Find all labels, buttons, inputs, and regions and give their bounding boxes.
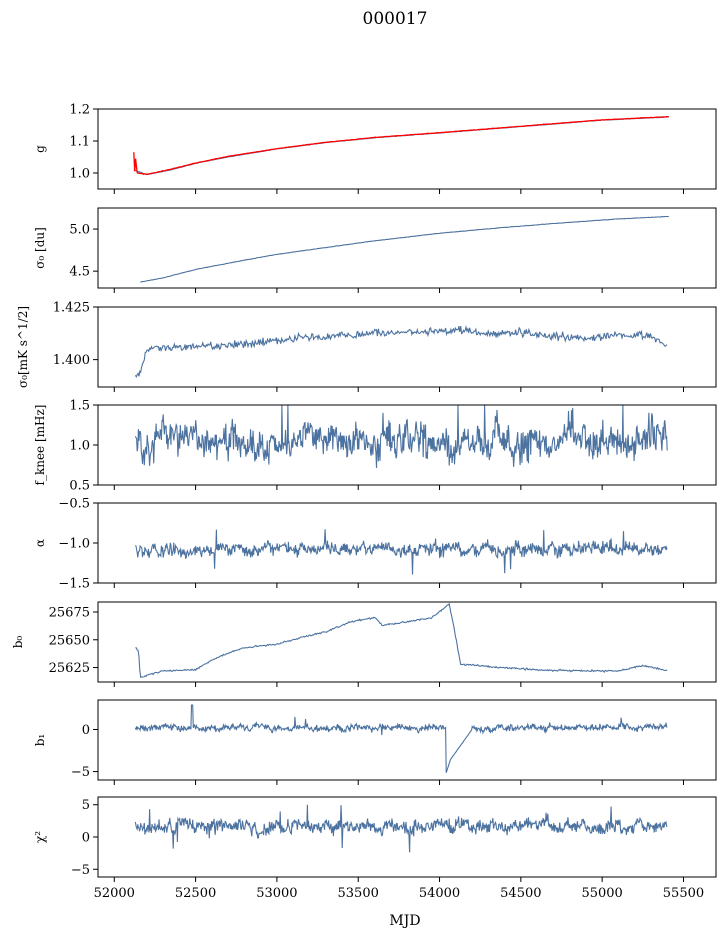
y-tick-label: −0.5 [58,497,90,512]
y-axis-label: χ² [33,831,47,843]
y-tick-label: 25675 [49,606,90,621]
panel-frame [97,207,717,289]
y-tick-label: 0 [82,723,90,738]
y-tick-label: 1.0 [69,439,90,454]
x-axis-label: MJD [389,913,420,929]
y-tick-label: 25625 [49,661,90,676]
panel-frame [97,306,717,388]
y-tick-label: 5.0 [69,223,90,238]
x-tick-label: 53000 [256,886,297,901]
panel-frame [97,699,717,781]
y-axis-label: σ₀ [du] [33,227,47,269]
x-tick-label: 52500 [175,886,216,901]
y-tick-label: 4.5 [69,265,90,280]
y-axis-label: b₀ [11,636,25,649]
y-axis-label: f_knee [mHz] [33,405,47,486]
panel-2: 4.5 5.0 σ₀ [du] [33,207,717,293]
x-tick-label: 55500 [663,886,704,901]
panels: 1.0 1.1 1.2 g 4.5 5.0 σ₀ [du] 1.400 1.425 σ₀[mK s… [11,103,717,901]
series-line-1-1 [133,116,669,176]
y-axis-label: g [33,145,47,153]
panel-6: 25625 25650 25675 b₀ [11,601,717,687]
y-tick-label: −1.0 [58,537,90,552]
y-tick-label: 1.2 [69,103,90,118]
series-line-2-1 [140,215,669,283]
panel-1: 1.0 1.1 1.2 g [33,103,717,194]
y-axis-label: σ₀[mK s^1/2] [16,306,30,388]
series-line-4-1 [134,404,668,469]
y-tick-label: 0 [82,831,90,846]
series-line-1-2 [133,115,669,175]
panel-5: −1.5 −1.0 −0.5 α [33,497,717,592]
panel-frame [97,796,717,878]
panel-frame [97,108,717,190]
y-tick-label: 1.400 [53,353,90,368]
x-tick-label: 52000 [94,886,135,901]
x-tick-label: 55000 [581,886,622,901]
panel-frame [97,601,717,683]
x-tick-label: 54000 [419,886,460,901]
y-tick-label: 5 [82,798,90,813]
panel-3: 1.400 1.425 σ₀[mK s^1/2] [16,301,717,392]
x-tick-label: 53500 [338,886,379,901]
y-tick-label: 0.5 [69,479,90,494]
panel-8: 52000 52500 53000 53500 54000 54500 55000 55500… [33,796,717,901]
series-line-8-1 [134,804,668,853]
panel-7: −5 0 b₁ [33,699,717,785]
y-tick-label: −1.5 [58,577,90,592]
x-tick-label: 54500 [500,886,541,901]
series-line-6-1 [135,602,668,679]
series-line-5-1 [135,529,668,575]
y-tick-label: 25650 [49,633,90,648]
y-tick-label: 1.425 [53,301,90,316]
y-tick-label: 1.1 [69,135,90,150]
y-axis-label: α [33,539,47,547]
y-tick-label: −5 [71,765,90,780]
series-line-3-1 [134,325,668,379]
y-tick-label: 1.5 [69,399,90,414]
y-axis-label: b₁ [33,734,47,747]
panel-4: 0.5 1.0 1.5 f_knee [mHz] [33,399,717,494]
figure-title: 000017 [363,9,428,29]
y-tick-label: −5 [71,863,90,878]
y-tick-label: 1.0 [69,167,90,182]
series-line-7-1 [134,704,668,773]
